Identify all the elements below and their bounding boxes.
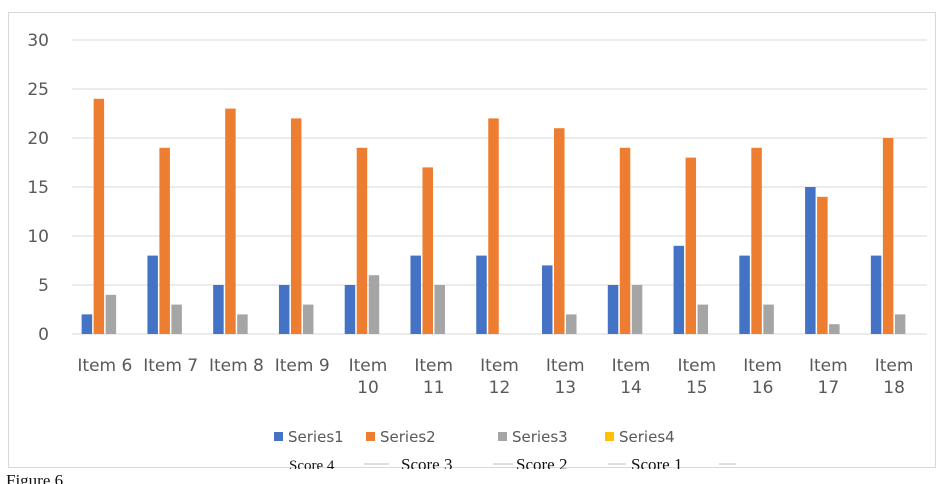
bar-series1-7	[542, 265, 553, 334]
bar-series1-10	[739, 256, 750, 334]
score-label-4: Score 1	[631, 455, 682, 469]
bar-series2-3	[291, 118, 302, 334]
chart-area: 0 5 10 15 20 25 30 Item 6 Item 7 Item 8 Item 9 Item…	[8, 12, 936, 468]
x-tick-label-5: Item 11	[414, 356, 453, 398]
y-tick-label-5: 25	[27, 80, 49, 100]
bar-series3-2	[237, 314, 248, 334]
bar-series1-2	[213, 285, 224, 334]
x-tick-label-8: Item 14	[612, 356, 651, 398]
x-tick-label-11: Item 17	[809, 356, 848, 398]
x-tick-label-3: Item 9	[275, 356, 330, 376]
y-tick-label-4: 20	[27, 129, 49, 149]
bar-series2-10	[751, 148, 762, 334]
bar-series3-4	[369, 275, 380, 334]
bar-series2-12	[883, 138, 894, 334]
bar-series2-9	[686, 158, 697, 334]
bar-series2-2	[225, 109, 236, 334]
x-tick-label-9: Item 15	[677, 356, 716, 398]
bar-series1-4	[345, 285, 356, 334]
bar-series3-3	[303, 305, 314, 334]
bar-series1-11	[805, 187, 816, 334]
legend-swatch-series3	[498, 432, 507, 441]
y-tick-label-6: 30	[27, 31, 49, 51]
bar-series3-1	[171, 305, 182, 334]
bar-series3-0	[106, 295, 117, 334]
y-tick-label-1: 5	[38, 276, 49, 296]
x-tick-label-4: Item 10	[349, 356, 388, 398]
bar-series3-7	[566, 314, 577, 334]
bar-series1-9	[674, 246, 685, 334]
legend-swatch-series1	[274, 432, 283, 441]
bar-series1-0	[82, 314, 93, 334]
bar-series3-12	[895, 314, 906, 334]
score-label-1: Score 4	[289, 458, 335, 469]
bar-series2-7	[554, 128, 565, 334]
bar-series1-1	[147, 256, 158, 334]
bar-series2-1	[159, 148, 170, 334]
legend-label-series1: Series1	[288, 428, 344, 446]
score-label-3: Score 2	[516, 455, 567, 469]
bar-series3-9	[698, 305, 709, 334]
legend-swatch-series4	[605, 432, 614, 441]
bar-series2-0	[94, 99, 105, 334]
bar-chart: 0 5 10 15 20 25 30 Item 6 Item 7 Item 8 Item 9 Item…	[9, 13, 937, 469]
x-tick-label-7: Item 13	[546, 356, 585, 398]
x-tick-label-6: Item 12	[480, 356, 519, 398]
bar-series1-5	[410, 256, 421, 334]
y-tick-label-3: 15	[27, 178, 49, 198]
legend-label-series2: Series2	[380, 428, 436, 446]
x-tick-label-0: Item 6	[77, 356, 132, 376]
bar-series2-4	[357, 148, 368, 334]
bar-series1-12	[871, 256, 882, 334]
x-tick-label-2: Item 8	[209, 356, 264, 376]
y-tick-label-0: 0	[38, 325, 49, 345]
y-tick-label-2: 10	[27, 227, 49, 247]
bar-series2-11	[817, 197, 828, 334]
bar-series2-6	[488, 118, 499, 334]
bar-series2-5	[422, 167, 433, 334]
x-tick-label-10: Item 16	[743, 356, 782, 398]
figure-caption: Figure 6	[6, 470, 63, 484]
x-tick-label-12: Item 18	[875, 356, 914, 398]
score-label-2: Score 3	[401, 455, 452, 469]
bar-series1-6	[476, 256, 487, 334]
bar-series3-10	[763, 305, 774, 334]
legend-label-series3: Series3	[512, 428, 568, 446]
bar-series1-8	[608, 285, 619, 334]
bar-series1-3	[279, 285, 290, 334]
legend-swatch-series2	[366, 432, 375, 441]
bar-series3-11	[829, 324, 840, 334]
bar-series3-5	[434, 285, 445, 334]
bar-series2-8	[620, 148, 631, 334]
x-tick-label-1: Item 7	[143, 356, 198, 376]
bar-series3-8	[632, 285, 643, 334]
legend-label-series4: Series4	[619, 428, 675, 446]
